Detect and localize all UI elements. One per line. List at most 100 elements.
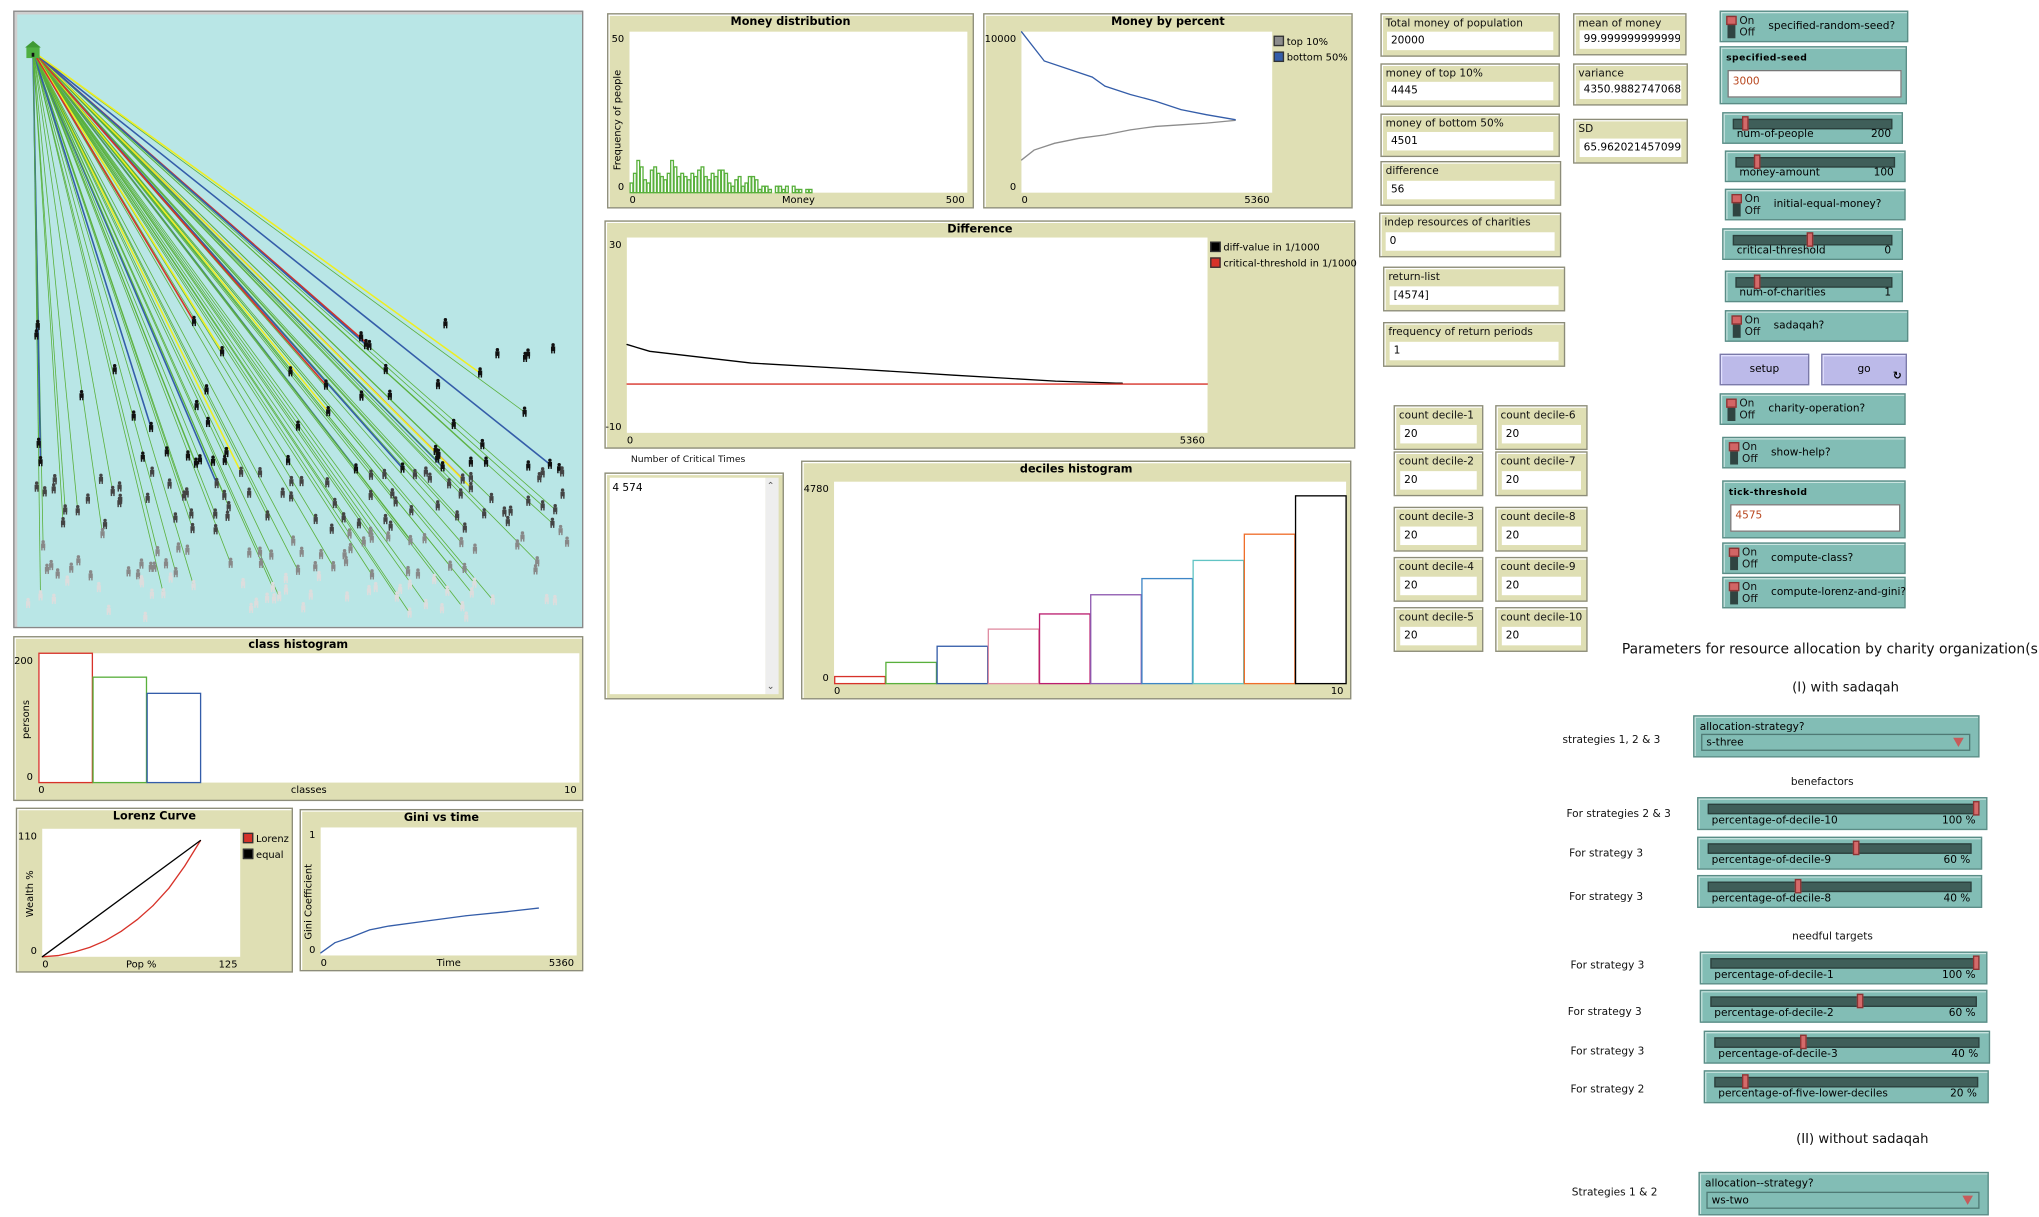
slider-track[interactable] xyxy=(1707,801,1980,816)
person-icon[interactable] xyxy=(148,421,154,433)
person-icon[interactable] xyxy=(100,527,105,539)
person-icon[interactable] xyxy=(152,561,157,572)
person-icon[interactable] xyxy=(52,474,57,485)
person-icon[interactable] xyxy=(240,577,246,589)
person-icon[interactable] xyxy=(117,481,122,492)
slider-percentage-of-decile-10[interactable]: percentage-of-decile-10 100 % xyxy=(1697,797,1988,831)
person-icon[interactable] xyxy=(361,536,366,547)
person-icon[interactable] xyxy=(289,491,294,502)
person-icon[interactable] xyxy=(394,591,399,602)
person-icon[interactable] xyxy=(316,570,322,582)
person-icon[interactable] xyxy=(69,562,74,573)
person-icon[interactable] xyxy=(85,493,91,504)
person-icon[interactable] xyxy=(164,446,169,457)
person-icon[interactable] xyxy=(197,454,203,465)
person-icon[interactable] xyxy=(468,456,473,467)
specified-seed-field[interactable]: 3000 xyxy=(1727,69,1902,98)
person-icon[interactable] xyxy=(264,592,270,603)
switch-compute-lorenz-and-gini[interactable]: On Off compute-lorenz-and-gini? xyxy=(1722,576,1906,609)
slider-percentage-of-decile-2[interactable]: percentage-of-decile-2 60 % xyxy=(1699,989,1988,1023)
person-icon[interactable] xyxy=(88,570,93,581)
person-icon[interactable] xyxy=(458,488,463,499)
person-icon[interactable] xyxy=(477,367,483,378)
slider-thumb[interactable] xyxy=(1754,274,1761,290)
person-icon[interactable] xyxy=(191,315,197,327)
person-icon[interactable] xyxy=(387,389,392,400)
person-icon[interactable] xyxy=(41,540,46,551)
person-icon[interactable] xyxy=(63,504,68,515)
person-icon[interactable] xyxy=(76,555,81,566)
person-icon[interactable] xyxy=(194,399,199,411)
person-icon[interactable] xyxy=(36,437,41,448)
person-icon[interactable] xyxy=(143,611,148,622)
person-icon[interactable] xyxy=(490,594,495,605)
person-icon[interactable] xyxy=(184,487,189,498)
person-icon[interactable] xyxy=(295,420,301,431)
person-icon[interactable] xyxy=(139,574,144,586)
chooser-value[interactable]: ws-two xyxy=(1706,1191,1980,1209)
person-icon[interactable] xyxy=(25,597,31,609)
person-icon[interactable] xyxy=(135,569,141,580)
person-icon[interactable] xyxy=(560,488,565,499)
slider-thumb[interactable] xyxy=(1754,154,1762,169)
person-icon[interactable] xyxy=(422,533,427,544)
person-icon[interactable] xyxy=(445,585,450,596)
slider-thumb[interactable] xyxy=(1852,840,1860,856)
person-icon[interactable] xyxy=(331,561,336,572)
slider-percentage-of-decile-3[interactable]: percentage-of-decile-3 40 % xyxy=(1703,1030,1991,1064)
person-icon[interactable] xyxy=(34,329,39,340)
person-icon[interactable] xyxy=(400,462,405,473)
person-icon[interactable] xyxy=(344,591,350,602)
person-icon[interactable] xyxy=(408,534,413,546)
person-icon[interactable] xyxy=(460,473,465,484)
person-icon[interactable] xyxy=(451,418,456,430)
person-icon[interactable] xyxy=(382,468,387,480)
person-icon[interactable] xyxy=(547,458,553,469)
slider-track[interactable] xyxy=(1710,993,1977,1009)
slider-thumb[interactable] xyxy=(1972,801,1980,816)
person-icon[interactable] xyxy=(148,561,153,572)
person-icon[interactable] xyxy=(393,496,398,507)
switch-lever-icon[interactable] xyxy=(1726,398,1737,421)
person-icon[interactable] xyxy=(295,564,301,575)
person-icon[interactable] xyxy=(318,548,324,560)
person-icon[interactable] xyxy=(508,505,513,516)
person-icon[interactable] xyxy=(308,589,313,600)
charity-house-icon[interactable] xyxy=(25,40,41,59)
person-icon[interactable] xyxy=(472,543,478,554)
person-icon[interactable] xyxy=(291,535,296,546)
switch-lever-icon[interactable] xyxy=(1728,581,1740,605)
slider-thumb[interactable] xyxy=(1806,232,1814,247)
person-icon[interactable] xyxy=(139,558,144,569)
person-icon[interactable] xyxy=(190,522,195,534)
person-icon[interactable] xyxy=(265,510,270,521)
person-icon[interactable] xyxy=(535,556,540,567)
person-icon[interactable] xyxy=(185,544,190,555)
person-icon[interactable] xyxy=(407,607,412,618)
person-icon[interactable] xyxy=(75,505,80,516)
slider-num-of-charities[interactable]: num-of-charities 1 xyxy=(1724,270,1904,303)
slider-percentage-of-five-lower-deciles[interactable]: percentage-of-five-lower-deciles 20 % xyxy=(1703,1070,1989,1104)
person-icon[interactable] xyxy=(427,472,432,483)
person-icon[interactable] xyxy=(342,548,347,560)
person-icon[interactable] xyxy=(353,463,359,474)
person-icon[interactable] xyxy=(415,568,421,579)
person-icon[interactable] xyxy=(222,489,227,501)
person-icon[interactable] xyxy=(163,558,169,569)
person-icon[interactable] xyxy=(505,515,510,527)
person-icon[interactable] xyxy=(185,450,191,461)
slider-track[interactable] xyxy=(1710,955,1980,970)
dropdown-arrow-icon[interactable] xyxy=(1953,737,1964,747)
person-icon[interactable] xyxy=(213,508,218,519)
person-icon[interactable] xyxy=(515,539,520,550)
person-icon[interactable] xyxy=(347,528,352,539)
slider-thumb[interactable] xyxy=(1741,1074,1749,1089)
person-icon[interactable] xyxy=(390,488,395,499)
person-icon[interactable] xyxy=(258,557,264,568)
person-icon[interactable] xyxy=(398,583,403,594)
person-icon[interactable] xyxy=(49,559,54,571)
slider-track[interactable] xyxy=(1707,840,1972,856)
person-icon[interactable] xyxy=(459,536,464,548)
person-icon[interactable] xyxy=(489,492,494,504)
person-icon[interactable] xyxy=(173,512,178,523)
